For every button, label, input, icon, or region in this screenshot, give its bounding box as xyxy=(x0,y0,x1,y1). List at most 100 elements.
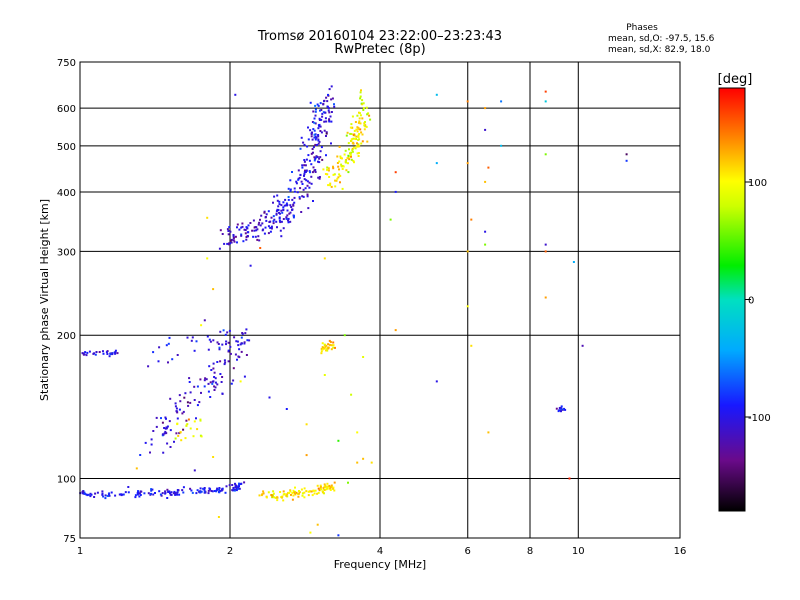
echo-point xyxy=(323,489,326,491)
echo-point xyxy=(185,419,188,422)
echo-point xyxy=(544,100,547,103)
echo-point xyxy=(309,531,312,534)
echo-point xyxy=(351,149,354,152)
echo-point xyxy=(306,184,309,187)
echo-point xyxy=(333,105,336,108)
echo-point xyxy=(359,97,362,100)
echo-point xyxy=(328,120,331,123)
echo-point xyxy=(349,154,352,157)
echo-point xyxy=(335,179,338,182)
echo-point xyxy=(182,486,185,489)
echo-point xyxy=(105,351,108,354)
echo-point xyxy=(308,170,311,173)
echo-point xyxy=(312,110,315,113)
echo-point xyxy=(339,157,342,160)
echo-point xyxy=(181,489,184,492)
echo-point xyxy=(88,350,91,353)
echo-point xyxy=(334,185,337,188)
echo-point xyxy=(294,493,297,496)
echo-point xyxy=(198,401,201,404)
echo-point xyxy=(357,155,360,157)
echo-point xyxy=(238,485,240,488)
echo-point xyxy=(355,138,357,140)
echo-point xyxy=(241,222,244,225)
echo-point xyxy=(319,156,322,159)
echo-point xyxy=(95,351,98,353)
echo-point xyxy=(318,117,321,120)
echo-point xyxy=(273,496,276,499)
echo-point xyxy=(292,489,295,492)
echo-points xyxy=(79,85,628,537)
echo-point xyxy=(264,226,267,229)
echo-point xyxy=(240,350,243,353)
echo-point xyxy=(245,236,248,238)
echo-point xyxy=(238,356,241,359)
echo-point xyxy=(203,385,206,388)
echo-point xyxy=(102,352,105,355)
echo-point xyxy=(101,492,104,495)
phases-mean-o: mean, sd,O: -97.5, 15.6 xyxy=(608,34,715,44)
echo-point xyxy=(255,229,258,232)
echo-point xyxy=(544,296,547,299)
echo-point xyxy=(301,166,304,169)
echo-point xyxy=(202,487,205,490)
echo-point xyxy=(257,223,260,226)
echo-point xyxy=(369,118,372,121)
echo-point xyxy=(234,483,237,486)
chart-subtitle: RwPretec (8p) xyxy=(334,42,425,57)
echo-point xyxy=(270,227,273,230)
echo-point xyxy=(189,401,192,404)
echo-point xyxy=(350,138,353,141)
echo-point xyxy=(196,385,199,388)
echo-point xyxy=(114,494,117,497)
echo-point xyxy=(195,492,198,495)
echo-point xyxy=(127,491,130,494)
echo-point xyxy=(164,490,167,493)
echo-point xyxy=(228,226,231,229)
echo-point xyxy=(334,346,336,349)
echo-point xyxy=(282,209,285,212)
echo-point xyxy=(139,494,142,496)
echo-point xyxy=(351,142,354,145)
echo-point xyxy=(165,344,168,347)
echo-point xyxy=(200,324,203,327)
echo-point xyxy=(258,239,261,242)
colorbar-tick-label: 0 xyxy=(748,296,754,307)
echo-point xyxy=(360,131,363,134)
echo-point xyxy=(214,381,217,384)
echo-point xyxy=(311,494,314,497)
echo-point xyxy=(293,215,295,217)
echo-point xyxy=(176,417,179,420)
echo-point xyxy=(330,486,333,489)
echo-point xyxy=(291,198,294,201)
echo-point xyxy=(258,494,261,497)
echo-point xyxy=(318,161,321,164)
echo-point xyxy=(154,492,156,494)
echo-point xyxy=(282,206,285,209)
echo-point xyxy=(276,194,279,197)
echo-point xyxy=(331,97,334,100)
echo-point xyxy=(241,225,244,228)
echo-point xyxy=(286,204,288,207)
echo-point xyxy=(318,140,321,143)
echo-point xyxy=(324,173,327,175)
echo-point xyxy=(323,120,326,123)
echo-point xyxy=(280,235,283,238)
echo-point xyxy=(168,336,171,339)
echo-point xyxy=(359,95,362,98)
echo-point xyxy=(308,181,311,184)
echo-point xyxy=(236,358,238,361)
echo-point xyxy=(218,491,221,494)
echo-point xyxy=(86,494,89,497)
echo-point xyxy=(581,344,584,347)
echo-point xyxy=(218,346,221,349)
y-tick-label: 500 xyxy=(57,142,76,153)
echo-point xyxy=(102,495,105,498)
echo-point xyxy=(164,427,167,430)
echo-point xyxy=(239,483,242,485)
echo-point xyxy=(176,354,179,356)
echo-point xyxy=(314,135,317,138)
chart-title: Tromsø 20160104 23:22:00–23:23:43 xyxy=(257,29,502,44)
echo-point xyxy=(292,216,295,219)
echo-point xyxy=(122,493,125,496)
